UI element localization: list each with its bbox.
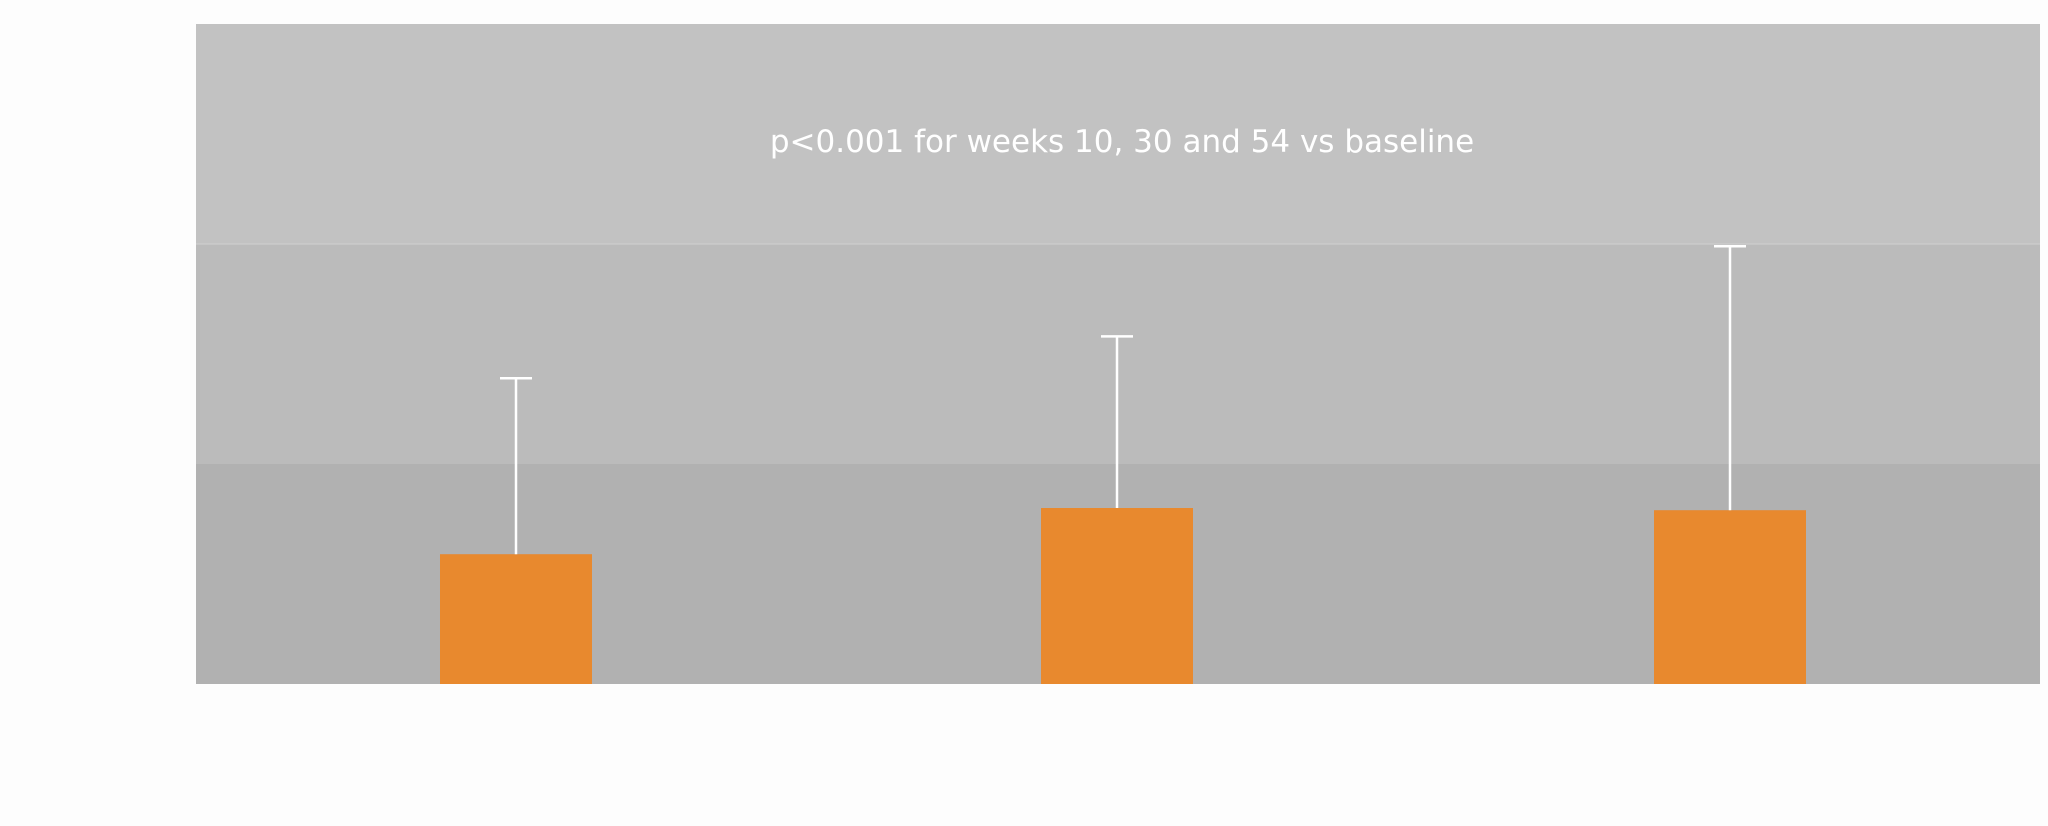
background-band-3: [196, 24, 2040, 244]
bars: [440, 508, 1806, 684]
error-bars: [500, 244, 1746, 555]
bar-3: [1654, 510, 1806, 684]
significance-annotation: p<0.001 for weeks 10, 30 and 54 vs basel…: [770, 124, 1474, 160]
bar-1: [440, 554, 592, 684]
bar-2: [1041, 508, 1193, 684]
